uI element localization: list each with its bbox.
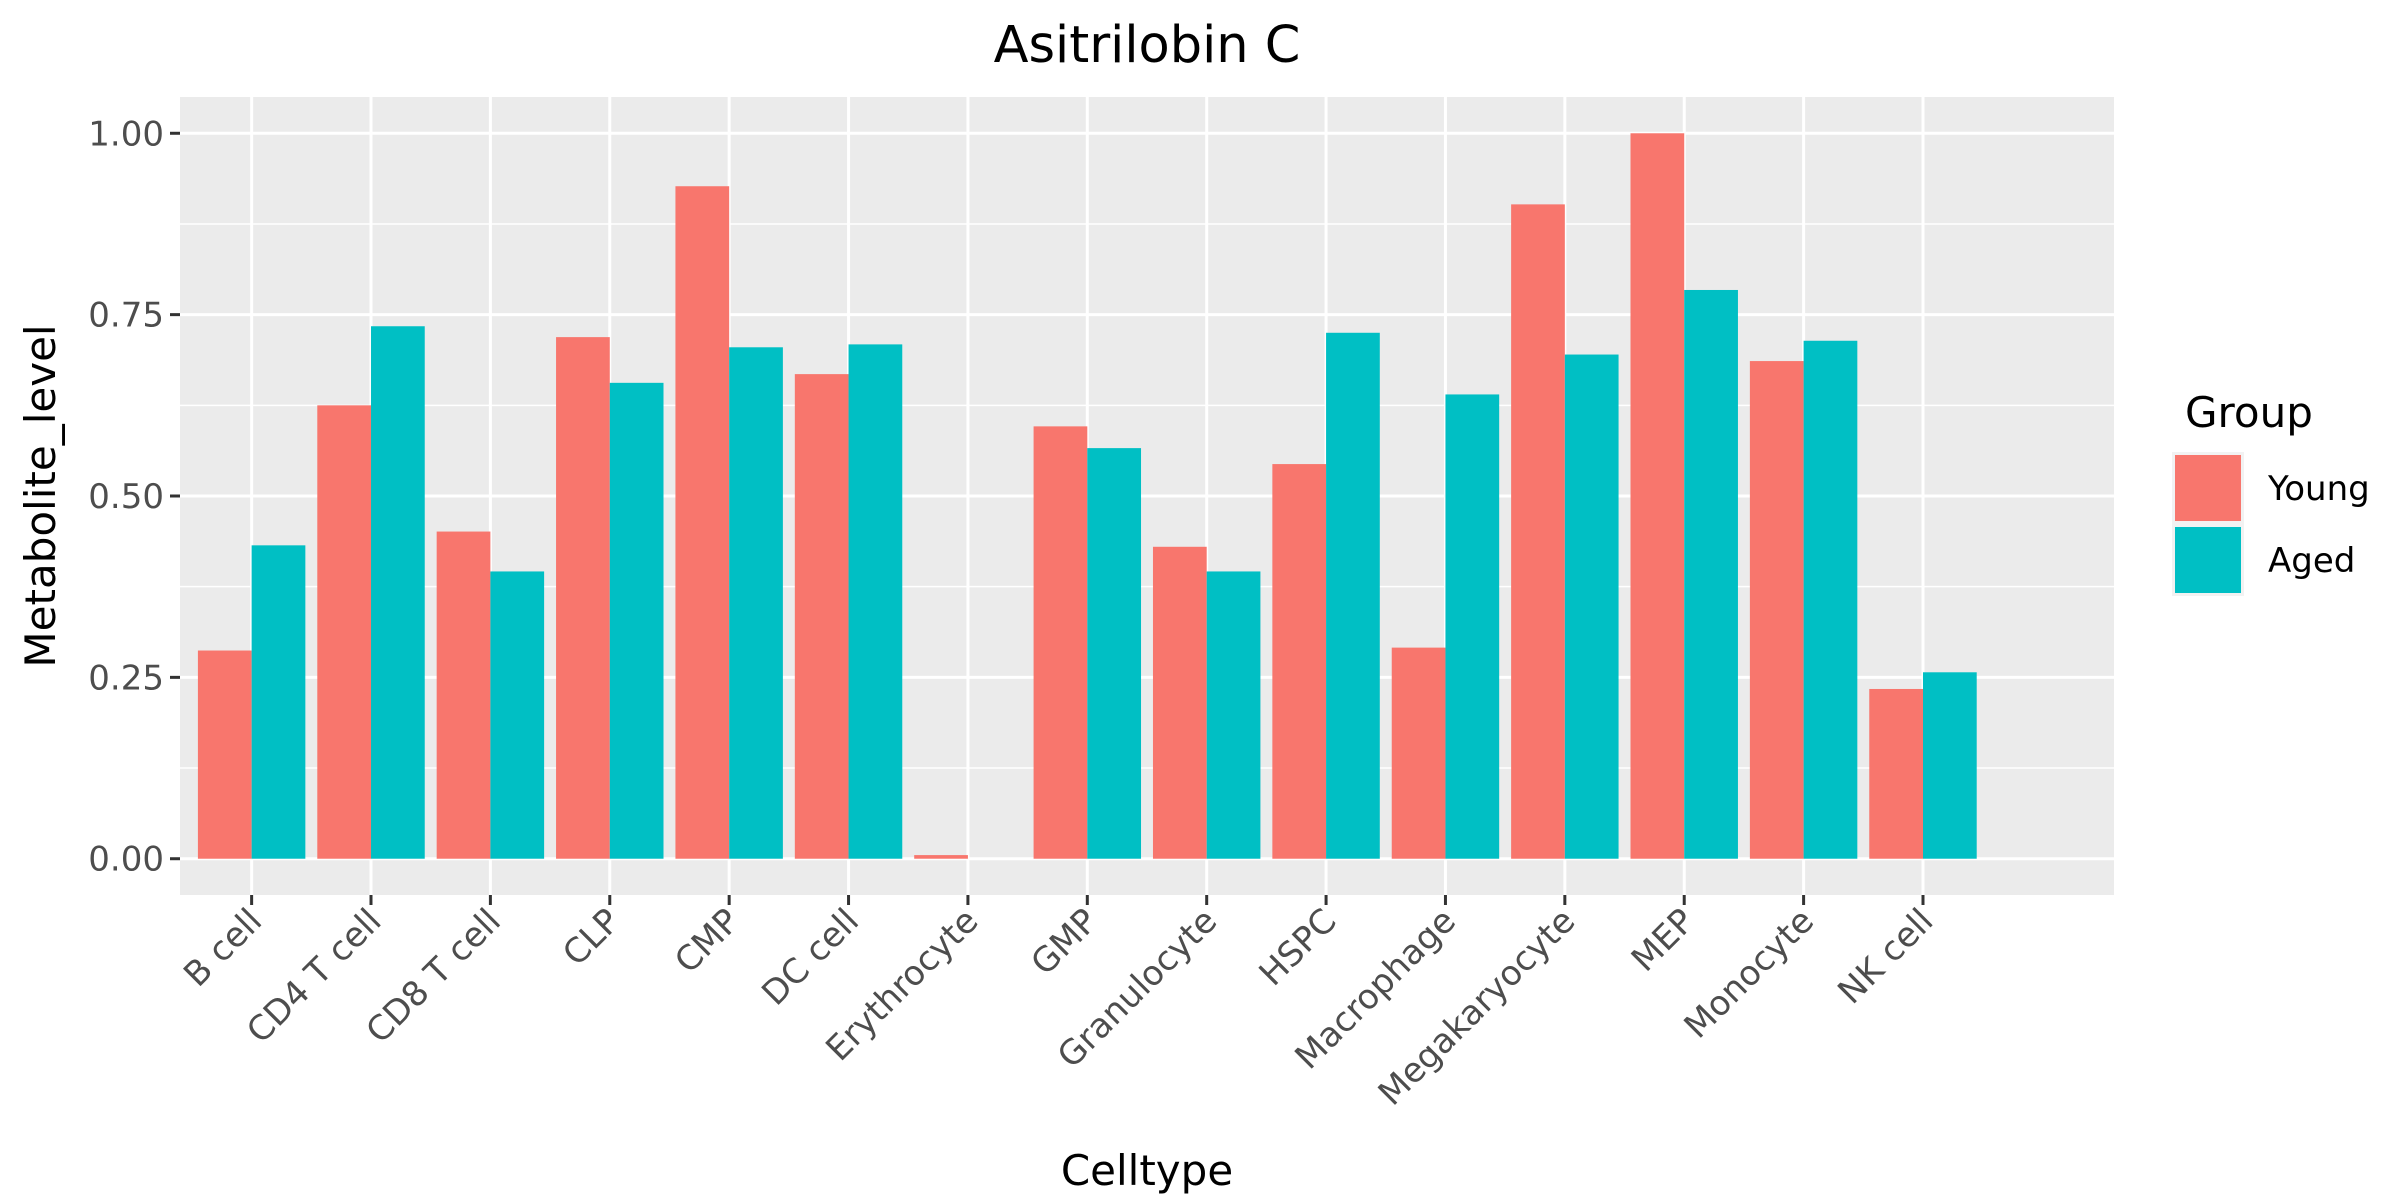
bar-young xyxy=(556,337,610,859)
bars xyxy=(197,133,1977,859)
x-tick-label: DC cell xyxy=(754,901,867,1014)
bar-young xyxy=(1033,426,1088,859)
y-axis-title: Metabolite_level xyxy=(16,324,65,667)
x-tick-label: NK cell xyxy=(1830,901,1941,1012)
bar-aged xyxy=(1326,332,1380,859)
legend-key-aged xyxy=(2175,527,2241,593)
x-tick-label: HSPC xyxy=(1252,901,1345,994)
legend-label: Young xyxy=(2267,469,2370,509)
y-tick-label: 0.00 xyxy=(88,840,164,880)
y-tick-label: 0.50 xyxy=(88,477,164,517)
bar-young xyxy=(794,374,849,859)
bar-aged xyxy=(609,382,664,859)
bar-young xyxy=(197,650,252,859)
bar-aged xyxy=(1445,394,1500,859)
y-tick-label: 0.75 xyxy=(88,296,164,336)
x-tick-label: MEP xyxy=(1624,901,1703,980)
bar-young xyxy=(1391,647,1446,859)
bar-aged xyxy=(1684,289,1738,859)
bar-aged xyxy=(1922,672,1977,859)
bar-young xyxy=(1630,133,1685,859)
bar-young xyxy=(675,186,730,859)
x-tick-label: Monocyte xyxy=(1677,901,1822,1046)
bar-aged xyxy=(729,347,783,859)
bar-aged xyxy=(1564,354,1619,859)
bar-aged xyxy=(1803,340,1858,859)
bar-aged xyxy=(1206,571,1261,859)
x-tick-label: GMP xyxy=(1024,901,1106,983)
chart-title: Asitrilobin C xyxy=(994,16,1301,75)
x-tick-label: B cell xyxy=(176,901,270,995)
bar-young xyxy=(1511,204,1565,859)
bar-young xyxy=(317,405,372,859)
bar-aged xyxy=(490,571,545,859)
bar-aged xyxy=(848,344,903,859)
legend-title: Group xyxy=(2185,388,2313,437)
bar-young xyxy=(1749,361,1804,859)
y-axis: 0.00 0.25 0.50 0.75 1.00 xyxy=(88,114,180,880)
y-tick-label: 1.00 xyxy=(88,114,164,154)
bar-young xyxy=(436,531,491,859)
bar-aged xyxy=(251,545,306,859)
y-tick-label: 0.25 xyxy=(88,658,164,698)
bar-aged xyxy=(371,326,425,859)
bar-young xyxy=(1869,688,1923,859)
bar-young xyxy=(914,855,968,859)
bar-young xyxy=(1152,546,1207,859)
bar-young xyxy=(1272,464,1327,859)
x-tick-label: CLP xyxy=(555,901,628,974)
x-axis-title: Celltype xyxy=(1061,1146,1233,1195)
legend-label: Aged xyxy=(2268,541,2355,581)
legend-key-young xyxy=(2175,455,2241,521)
legend: Group Young Aged xyxy=(2172,388,2370,596)
x-tick-label: CMP xyxy=(667,901,747,981)
bar-aged xyxy=(1087,448,1142,859)
